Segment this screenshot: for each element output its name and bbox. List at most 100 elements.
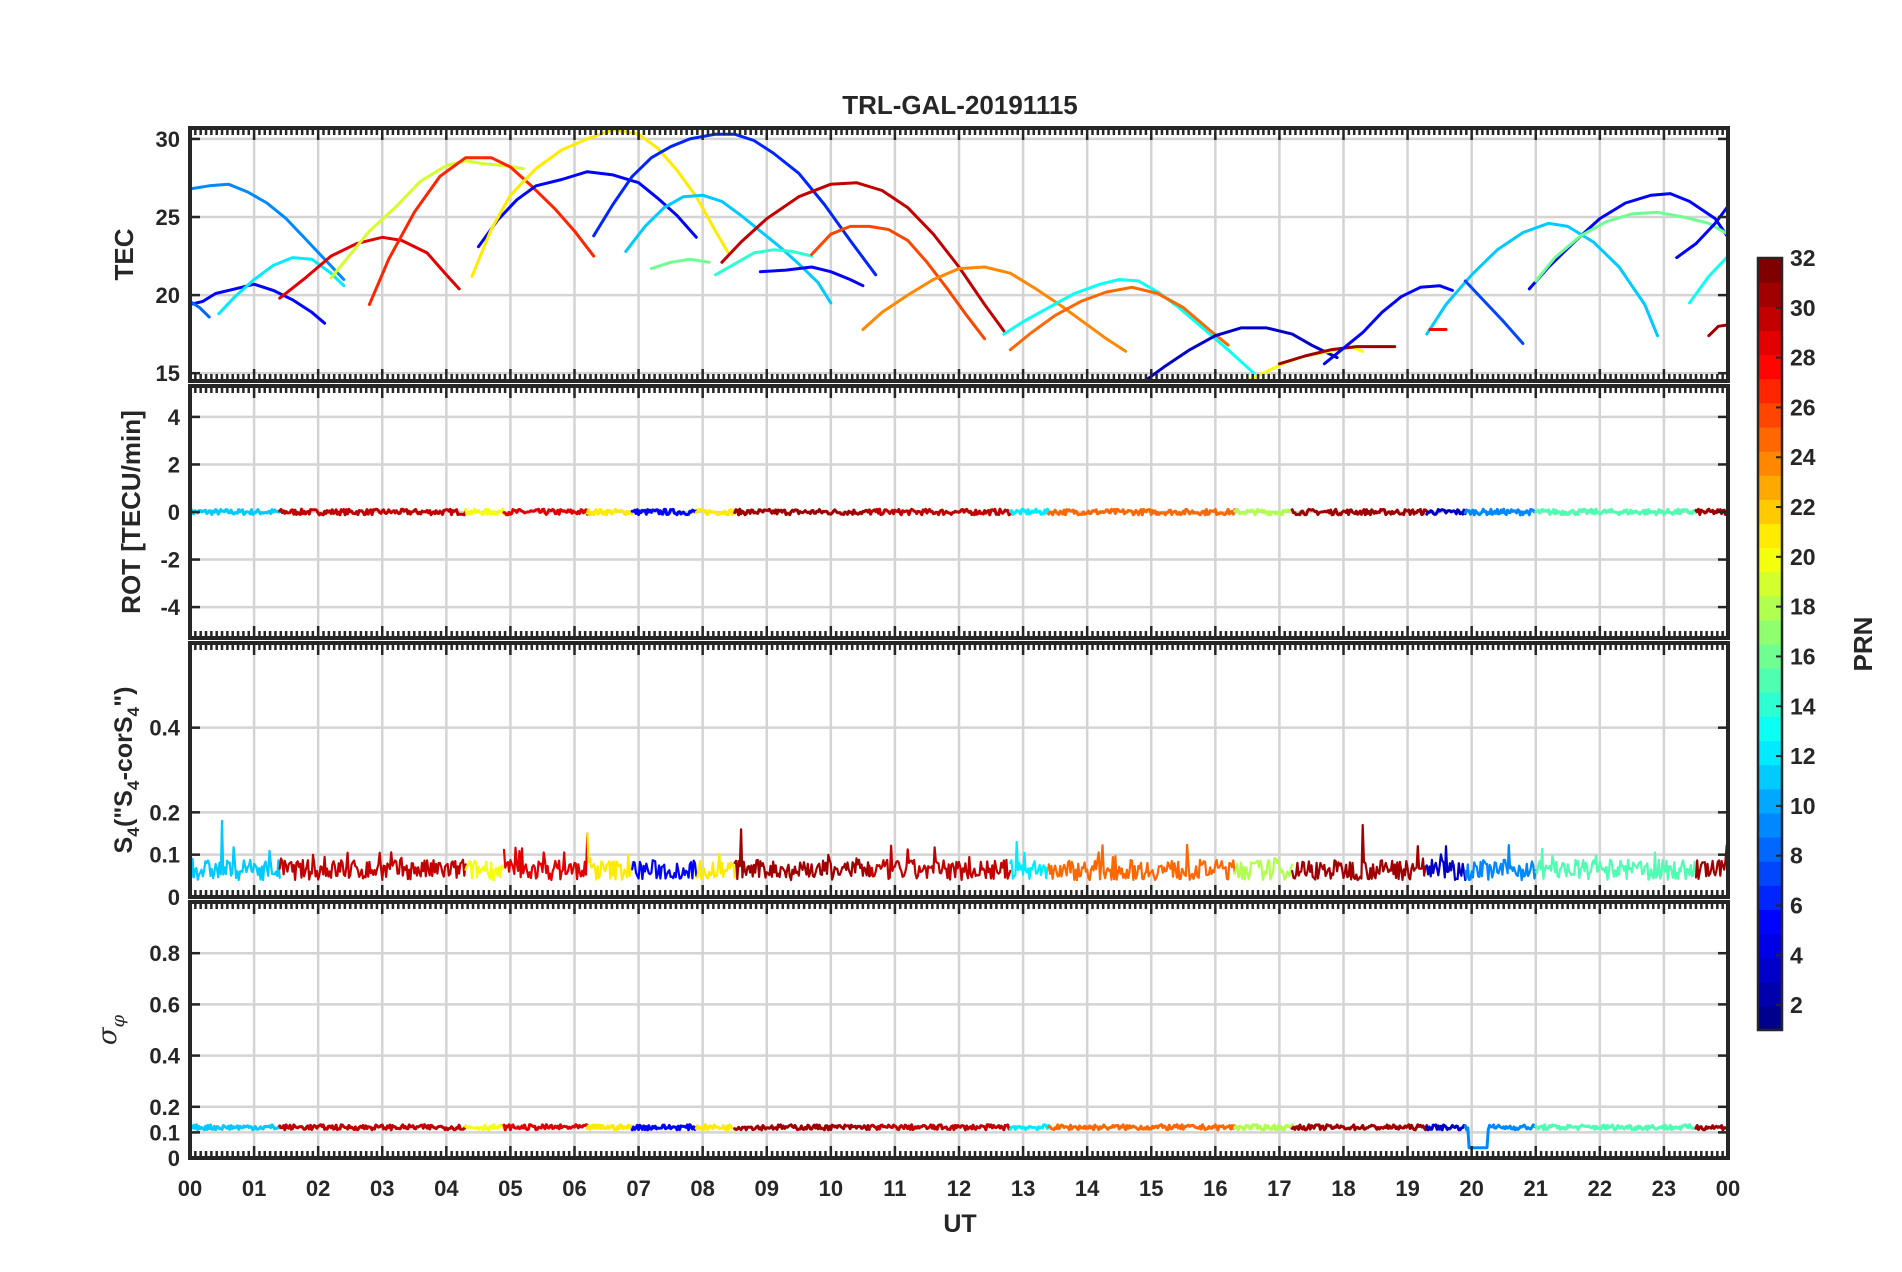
x-tick-label: 14: [1075, 1176, 1100, 1201]
s4-series-prn-29: [502, 832, 589, 882]
colorbar-tick-label: 6: [1790, 892, 1803, 918]
x-tick-label: 20: [1459, 1176, 1483, 1201]
colorbar-tick-label: 30: [1790, 295, 1816, 321]
colorbar-swatch: [1758, 499, 1782, 524]
colorbar-swatch: [1758, 716, 1782, 742]
colorbar-swatch: [1758, 282, 1782, 307]
colorbar-swatch: [1758, 523, 1782, 549]
x-tick-label: 13: [1011, 1176, 1035, 1201]
colorbar-swatch: [1758, 258, 1782, 283]
rot-series-prn-9: [1463, 507, 1538, 517]
rot-series-prn-20: [464, 507, 506, 516]
x-tick-label: 08: [690, 1176, 714, 1201]
colorbar-tick-label: 4: [1790, 942, 1803, 968]
sigma-series-prn-11: [190, 1123, 282, 1132]
sigma-series-prn-9: [1463, 1123, 1538, 1150]
colorbar-swatch: [1758, 451, 1782, 476]
tec-series-prn-19: [329, 159, 525, 280]
colorbar-swatch: [1758, 547, 1782, 573]
x-tick-label: 22: [1588, 1176, 1612, 1201]
panel-sigma-y-axis: 00.10.2 0.4 0.6 0.8: [149, 941, 1728, 1171]
panel-sigma-ytick-label: 0.1: [149, 1120, 180, 1145]
colorbar-tick-label: 22: [1790, 494, 1816, 520]
tec-series-prn-5: [1527, 192, 1728, 291]
colorbar-tick-label: 18: [1790, 594, 1816, 620]
panel-s4-ylabel: S4 ("S4 -corS4 "): [110, 687, 143, 854]
tec-series-prn-24: [861, 265, 1128, 353]
panel-s4-ytick-label: 0.1: [149, 843, 180, 868]
x-tick-label: 11: [883, 1176, 906, 1201]
tec-series-prn-11: [1425, 221, 1659, 338]
panel-rot-ytick-label: -2: [160, 548, 180, 573]
panel-tec-ytick-label: 20: [156, 283, 180, 308]
tec-series-prn-7: [1463, 279, 1525, 345]
x-tick-label: 03: [370, 1176, 394, 1201]
panel-rot: -4 -2 0 2 4 ROT [TECU/min]: [116, 384, 1730, 640]
tec-series-prn-3: [1143, 326, 1339, 381]
x-tick-label: 04: [434, 1176, 459, 1201]
colorbar-swatch: [1758, 668, 1782, 693]
x-tick-label: 17: [1267, 1176, 1291, 1201]
colorbar-tick-label: 10: [1790, 793, 1816, 819]
sigma-series-prn-3: [1425, 1123, 1467, 1132]
sigma-series-prn-5: [630, 1123, 698, 1132]
panel-sigma: 00.10.2 0.4 0.6 0.8 σφ: [93, 900, 1730, 1171]
sigma-series-prn-20: [464, 1123, 506, 1132]
colorbar-swatch: [1758, 1005, 1782, 1031]
s4-series-prn-18: [1233, 856, 1294, 881]
panel-sigma-data: [190, 1123, 1728, 1150]
colorbar-tick-label: 14: [1790, 693, 1816, 719]
x-tick-label: 16: [1203, 1176, 1227, 1201]
panel-tec-ytick-label: 30: [156, 127, 180, 152]
colorbar-swatch: [1758, 788, 1782, 814]
panel-tec-ytick-label: 25: [156, 205, 180, 230]
sigma-series-prn-30: [867, 1123, 1012, 1132]
colorbar-tick-label: 16: [1790, 643, 1816, 669]
panel-s4-ytick-label: 0: [168, 885, 180, 910]
s4-series-prn-21: [586, 832, 634, 881]
x-tick-label: 10: [819, 1176, 843, 1201]
colorbar-tick-label: 8: [1790, 843, 1803, 869]
panel-s4-ylabel-part: "): [110, 687, 138, 707]
tec-series-prn-5: [758, 265, 865, 288]
colorbar-swatch: [1758, 933, 1782, 959]
colorbar-swatch: [1758, 909, 1782, 935]
x-tick-label: 01: [242, 1176, 266, 1201]
panel-sigma-ylabel: σφ: [93, 1014, 129, 1045]
colorbar-swatch: [1758, 306, 1782, 331]
x-tick-label: 09: [755, 1176, 779, 1201]
rot-series-prn-21: [585, 507, 634, 517]
panel-tec: 15 20 25 30 TEC: [109, 126, 1730, 386]
rot-series-prn-5: [630, 507, 698, 517]
panel-tec-ytick-label: 15: [156, 361, 180, 386]
panel-s4-ytick-label: 0.4: [149, 716, 180, 741]
x-tick-label: 02: [306, 1176, 330, 1201]
colorbar-tick-label: 26: [1790, 394, 1816, 420]
s4-series-prn-30: [868, 844, 1012, 881]
panel-s4-ylabel-subscript: 4: [124, 706, 143, 716]
colorbar-swatch: [1758, 692, 1782, 717]
sigma-series-prn-25: [1047, 1123, 1237, 1132]
panel-rot-ytick-label: 2: [168, 452, 180, 477]
rot-series-prn-21: [694, 507, 737, 517]
tec-series-prn-5: [190, 282, 327, 325]
tec-series-prn-5: [1675, 204, 1728, 260]
colorbar-swatch: [1758, 426, 1782, 452]
colorbar-swatch: [1758, 619, 1782, 645]
s4-series-prn-15: [1534, 847, 1698, 881]
s4-series-prn-3: [1425, 845, 1467, 882]
colorbar-swatch: [1758, 330, 1782, 356]
rot-series-prn-30: [278, 507, 468, 517]
panel-s4-ylabel-part: S: [110, 837, 138, 854]
panel-sigma-ytick-label: 0.8: [149, 941, 180, 966]
rot-series-prn-12: [1008, 507, 1051, 516]
colorbar-frame: [1756, 256, 1784, 1032]
panel-s4-ytick-label: 0.2: [149, 800, 180, 825]
panel-rot-ytick-label: 0: [168, 500, 180, 525]
panel-rot-minor-ticks: [188, 386, 1730, 638]
panel-sigma-ytick-label: 0.4: [149, 1044, 180, 1069]
panel-s4-data: [190, 819, 1728, 882]
s4-series-prn-9: [1464, 844, 1537, 882]
sigma-series-prn-21: [694, 1123, 737, 1132]
